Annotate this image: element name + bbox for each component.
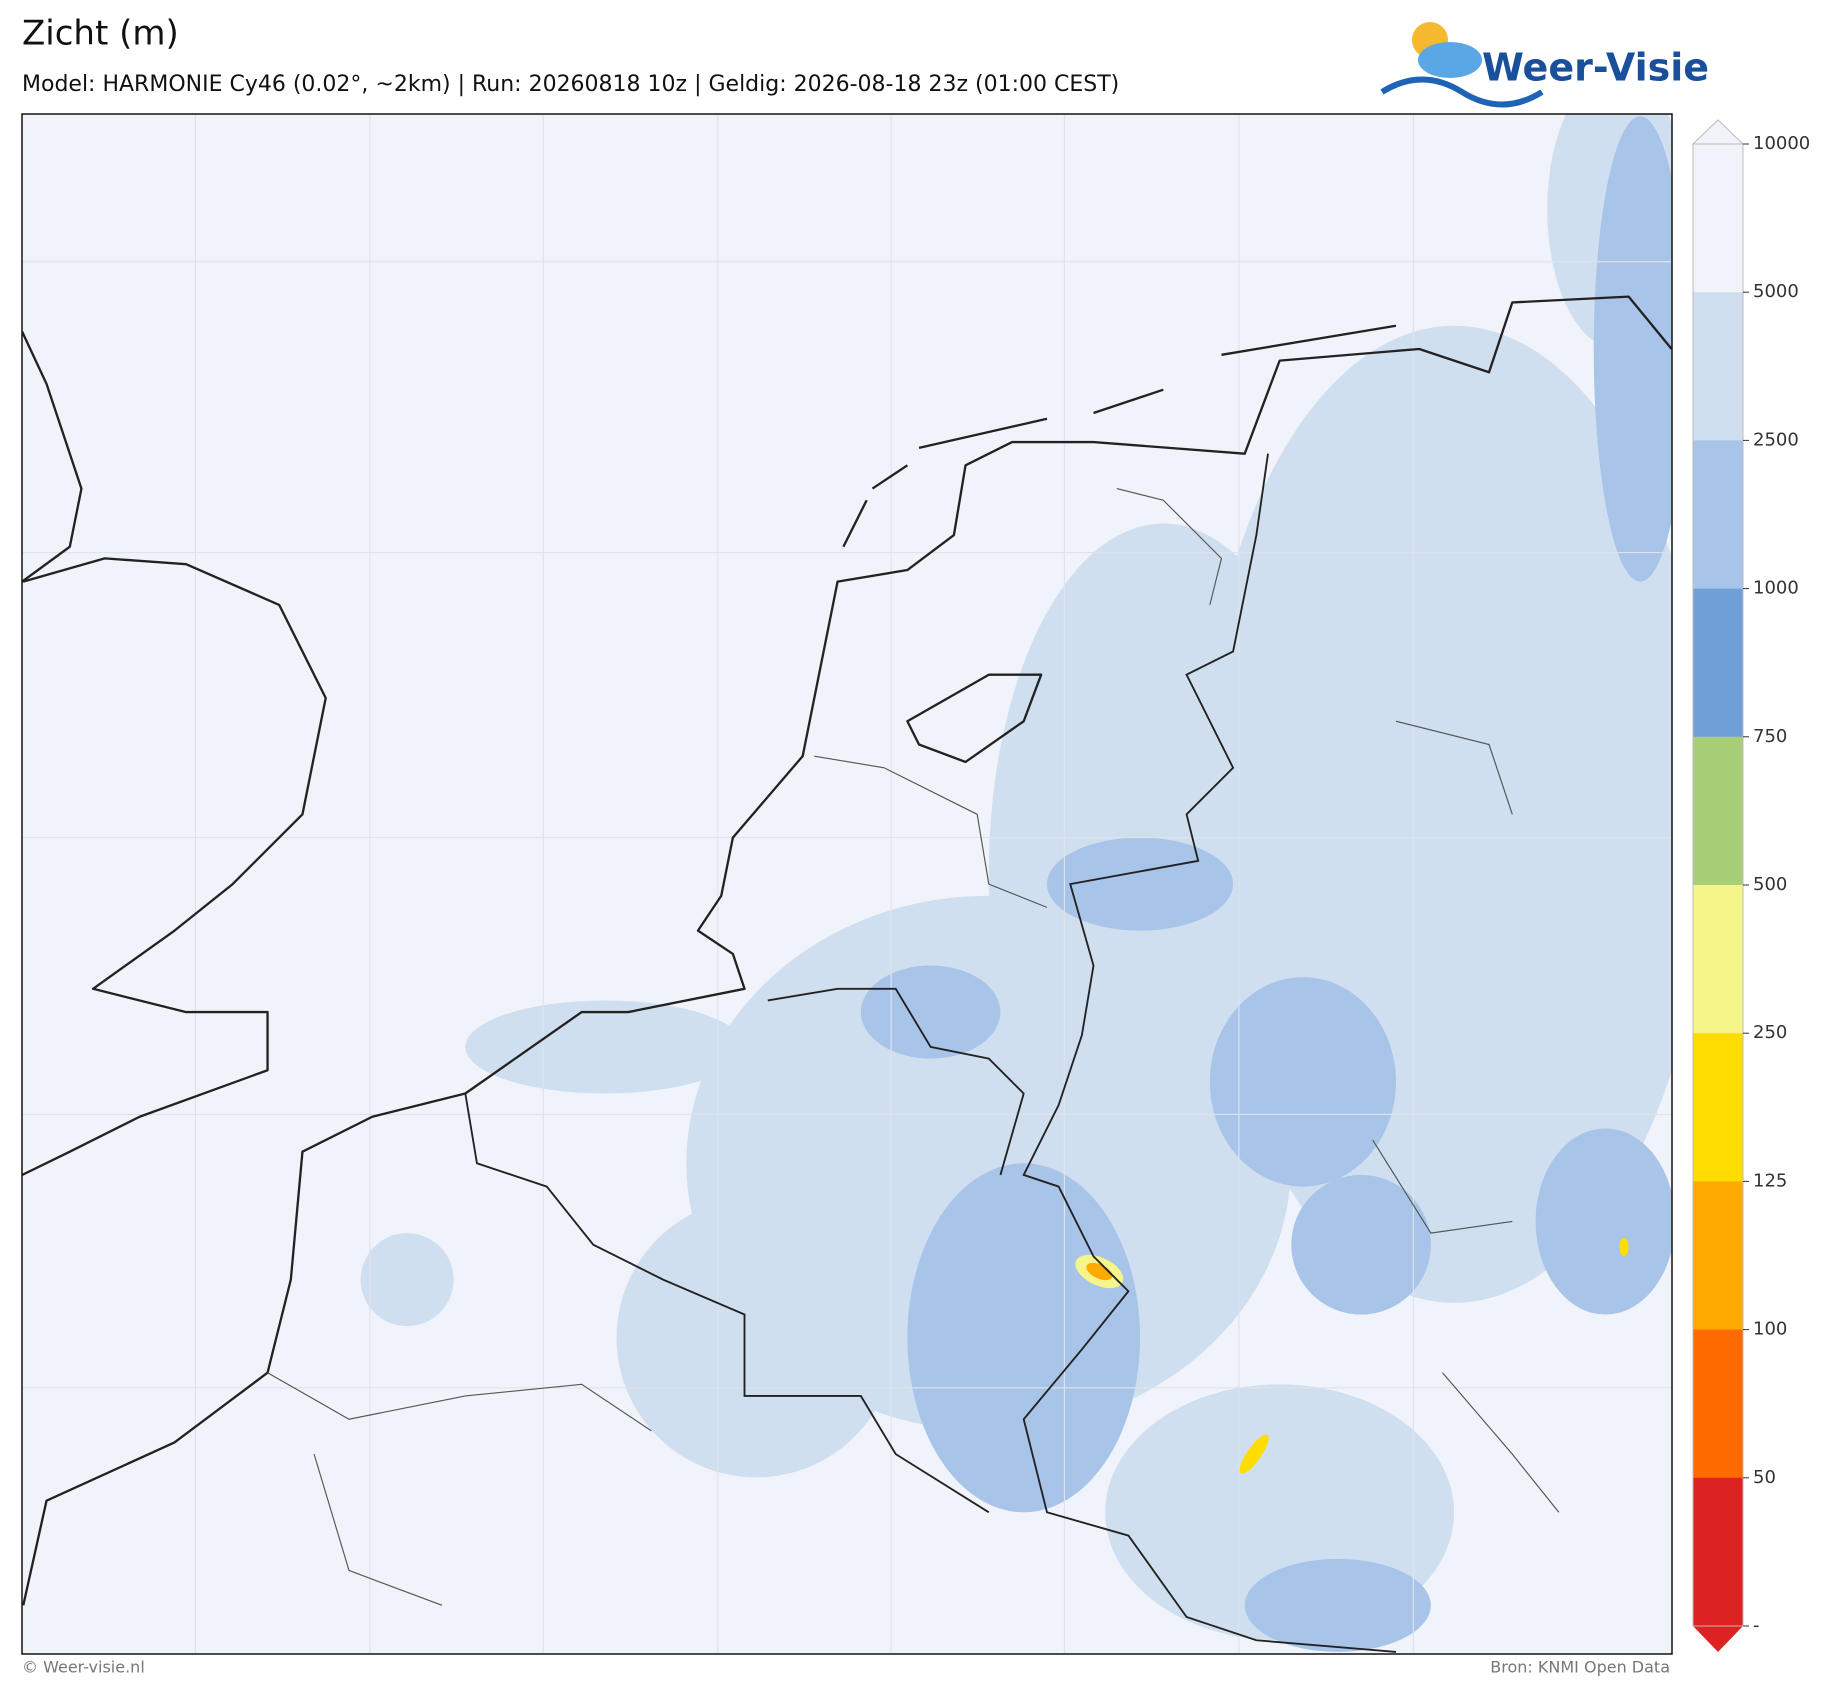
colorbar-band bbox=[1693, 736, 1743, 886]
colorbar-tick-label: 10000 bbox=[1753, 133, 1810, 154]
visibility-medium bbox=[860, 116, 1672, 1652]
subtitle: Model: HARMONIE Cy46 (0.02°, ~2km) | Run… bbox=[22, 72, 1119, 97]
colorbar-band bbox=[1693, 1477, 1743, 1627]
colorbar-band bbox=[1693, 885, 1743, 1034]
logo: Weer-Visie bbox=[1380, 22, 1709, 108]
colorbar-tick-label: 125 bbox=[1753, 1170, 1787, 1191]
country-borders bbox=[464, 453, 1397, 1653]
footer-source: Bron: KNMI Open Data bbox=[1490, 1658, 1670, 1677]
colorbar-tick-label: 500 bbox=[1753, 874, 1787, 895]
logo-wave bbox=[1380, 76, 1544, 108]
colorbar-band bbox=[1693, 1181, 1743, 1331]
colorbar-band bbox=[1693, 1329, 1743, 1479]
colorbar-band bbox=[1693, 588, 1743, 738]
colorbar-band bbox=[1693, 144, 1743, 293]
footer-credit: © Weer-visie.nl bbox=[22, 1658, 145, 1677]
colorbar-tick-label: 750 bbox=[1753, 726, 1787, 747]
colorbar-tick-label: 1000 bbox=[1753, 578, 1799, 599]
colorbar-band bbox=[1693, 292, 1743, 441]
colorbar-tick-label: - bbox=[1753, 1615, 1760, 1636]
graticule bbox=[22, 114, 1672, 1654]
colorbar-tick-label: 5000 bbox=[1753, 281, 1799, 302]
colorbar-tick-label: 2500 bbox=[1753, 429, 1799, 450]
coastlines bbox=[22, 295, 1672, 1606]
logo-text: Weer-Visie bbox=[1482, 46, 1709, 90]
map-frame bbox=[21, 113, 1673, 1655]
colorbar-bottom-arrow bbox=[1693, 1626, 1743, 1652]
region-borders bbox=[267, 488, 1560, 1606]
title: Zicht (m) bbox=[22, 14, 179, 54]
map-layers bbox=[22, 114, 1672, 1654]
colorbar: 10000 5000 2500 1000 750 500 250 125 100 50 - bbox=[1691, 119, 1810, 1652]
map bbox=[22, 114, 1672, 1654]
colorbar-tick-label: 100 bbox=[1753, 1319, 1787, 1340]
colorbar-top-arrow bbox=[1691, 119, 1745, 145]
colorbar-tick-label: 50 bbox=[1753, 1467, 1776, 1488]
colorbar-band bbox=[1693, 440, 1743, 590]
logo-cloud bbox=[1418, 42, 1482, 78]
colorbar-tick-label: 250 bbox=[1753, 1022, 1787, 1043]
colorbar-band bbox=[1693, 1033, 1743, 1182]
low-visibility-spots bbox=[1075, 1237, 1629, 1474]
